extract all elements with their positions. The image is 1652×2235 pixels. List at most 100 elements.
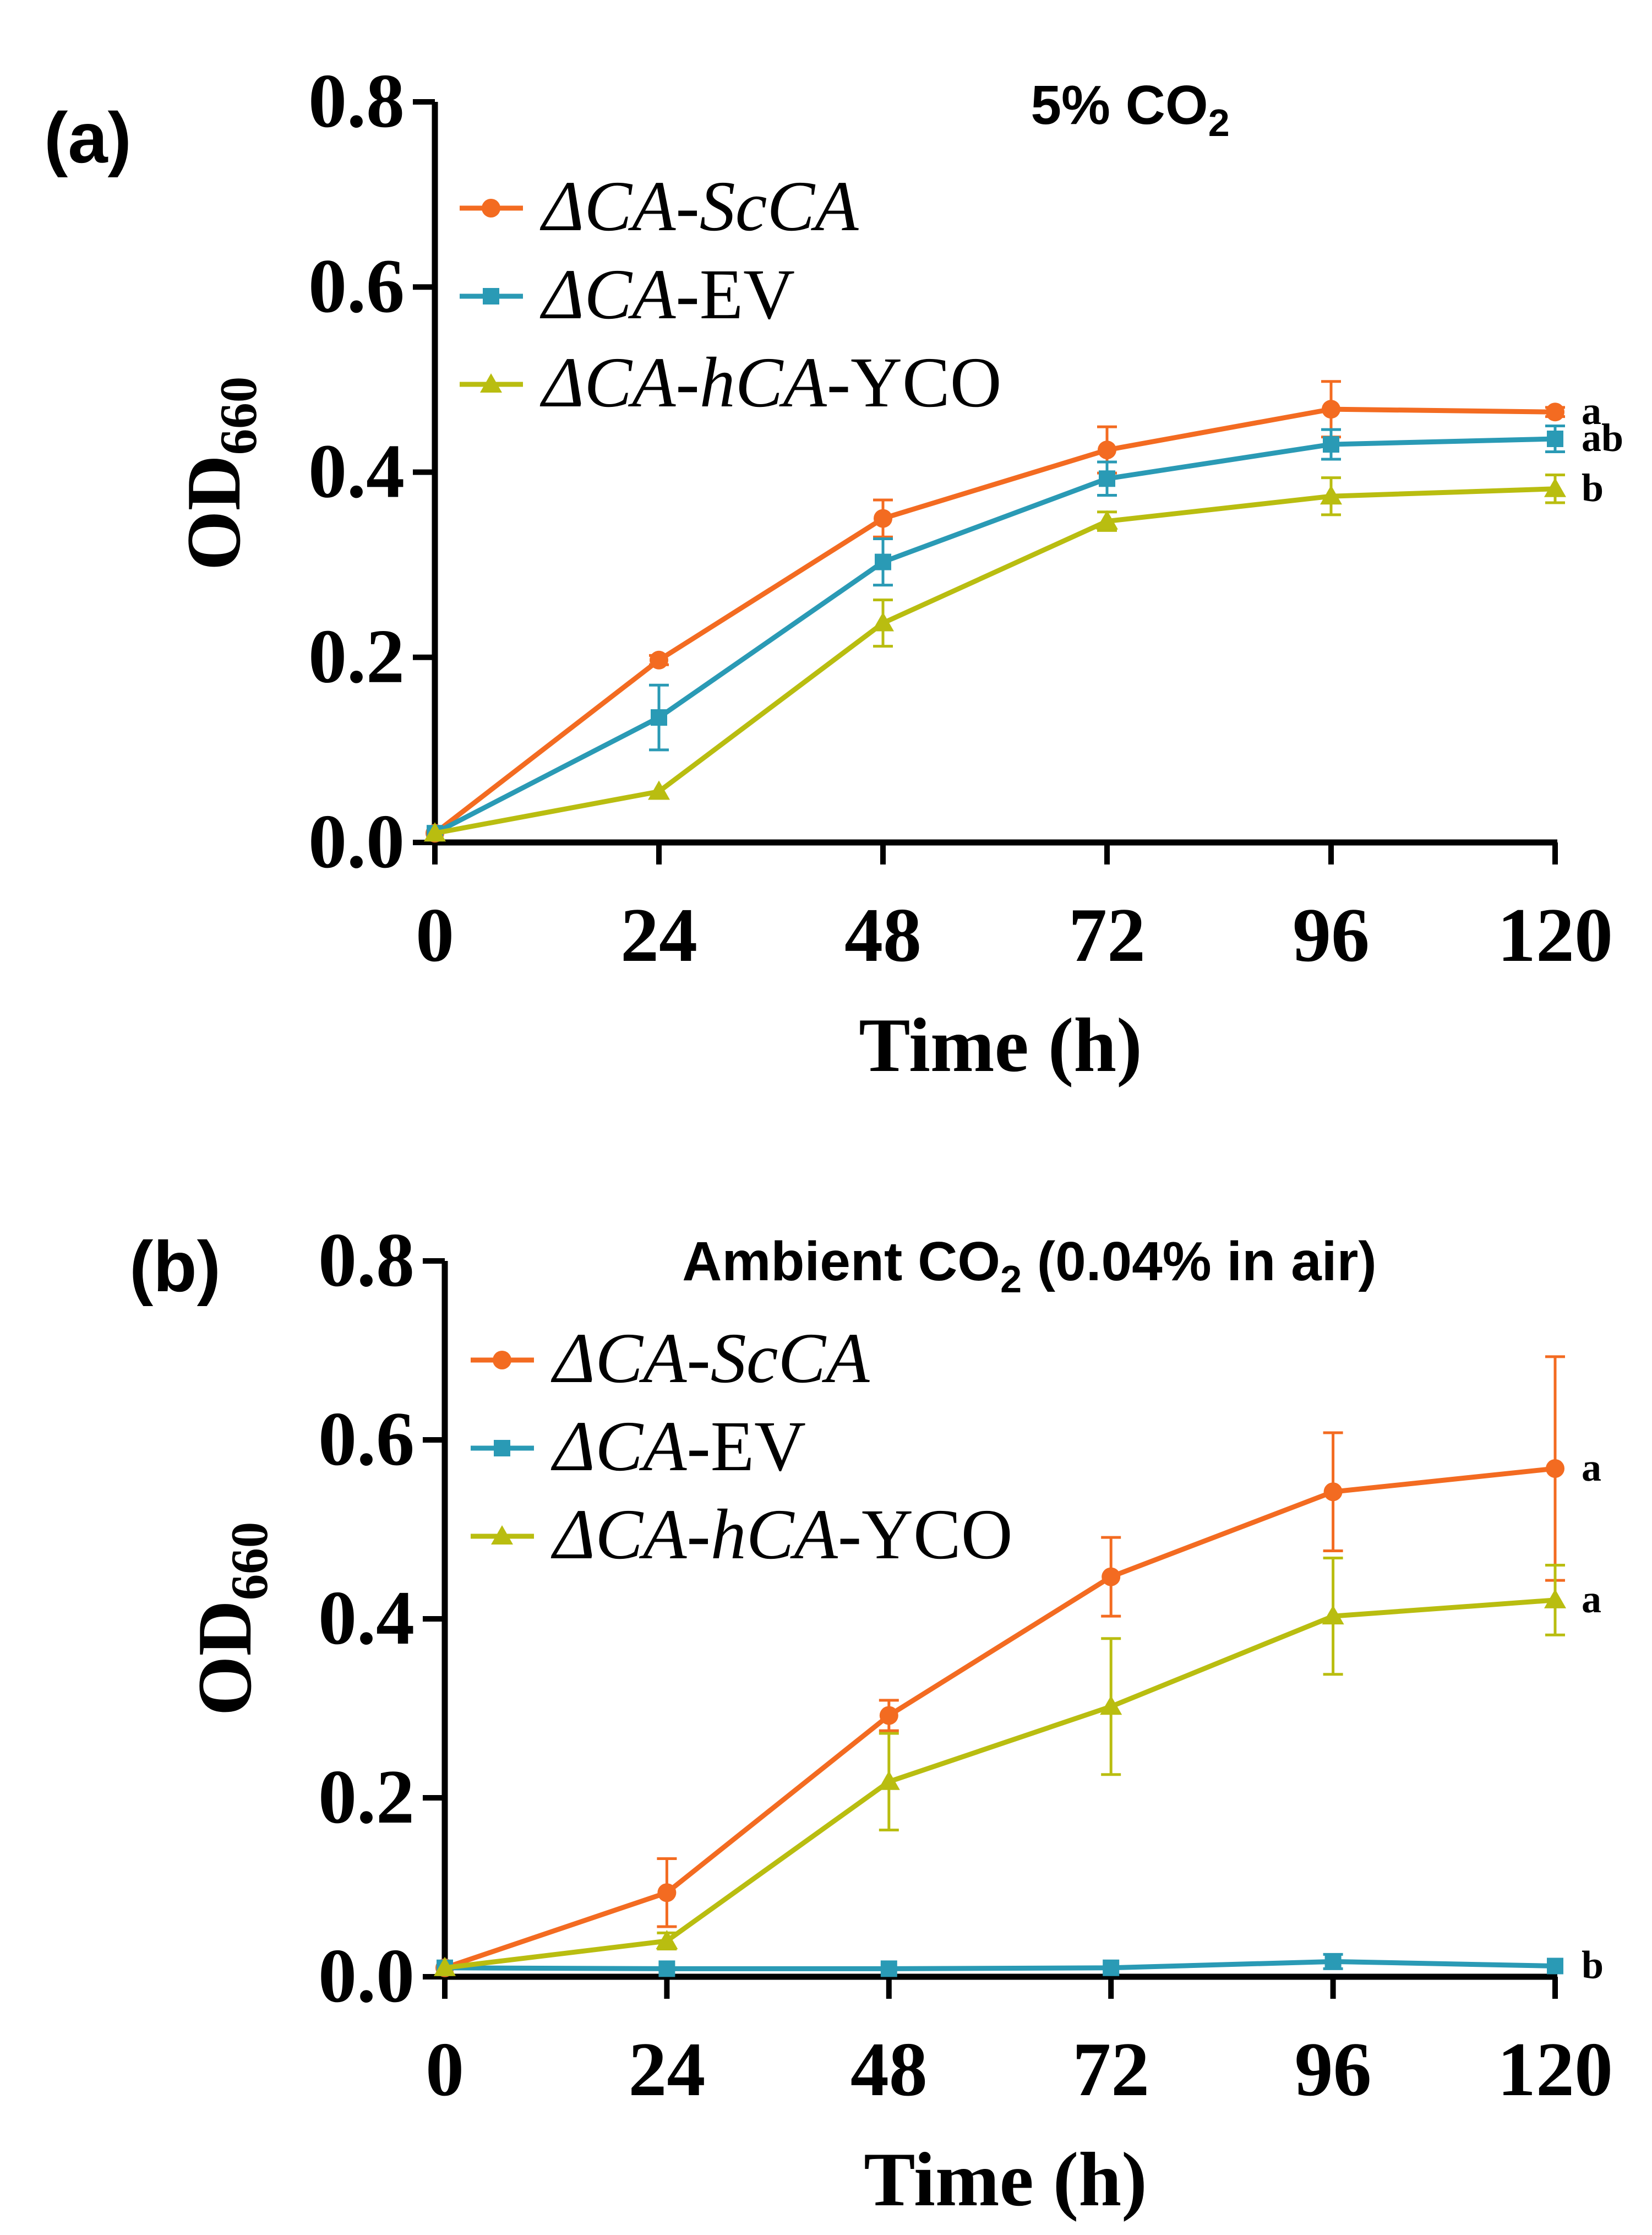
x-tick-label: 120 bbox=[1497, 893, 1613, 978]
series-line bbox=[444, 1597, 1556, 1971]
data-point-circle bbox=[1098, 441, 1116, 460]
x-tick-label: 0 bbox=[426, 2027, 464, 2112]
x-axis-label: Time (h) bbox=[859, 1003, 1142, 1088]
significance-letter: a bbox=[1582, 389, 1601, 433]
panel-label: (b) bbox=[129, 1226, 221, 1307]
chart-title-tail: (0.04% in air) bbox=[1022, 1231, 1377, 1292]
panel-a: (a) 5% CO2 0.0 0.2 0.4 0.6 0.8 0 24 48 72 96 120 Time… bbox=[44, 58, 1623, 1088]
y-axis-label: OD660 bbox=[182, 1522, 279, 1716]
legend-label-italic: ΔCA-hCA bbox=[550, 1495, 838, 1574]
data-point-square bbox=[1324, 1953, 1342, 1970]
data-point-triangle bbox=[1096, 510, 1118, 530]
legend-label-italic: ΔCA bbox=[550, 1407, 687, 1486]
chart-title: 5% CO2 bbox=[1031, 74, 1229, 144]
data-point-circle bbox=[879, 1706, 898, 1725]
data-point-square bbox=[1323, 436, 1339, 453]
y-tick-label: 0.0 bbox=[308, 799, 405, 884]
x-tick-label: 48 bbox=[844, 893, 922, 978]
data-point-triangle bbox=[1544, 1589, 1566, 1608]
series-line bbox=[444, 1466, 1556, 1971]
legend-label-italic: ΔCA-ScCA bbox=[550, 1319, 870, 1398]
x-tick-label: 120 bbox=[1497, 2027, 1613, 2112]
legend-ev: ΔCA-EV bbox=[471, 1407, 806, 1486]
y-axis-label-subscript: 660 bbox=[209, 377, 268, 455]
significance-letter: b bbox=[1582, 466, 1604, 510]
series-line bbox=[433, 436, 1556, 836]
data-point-square bbox=[875, 553, 891, 570]
panel-label: (a) bbox=[44, 97, 132, 178]
legend-label-roman: -EV bbox=[686, 1407, 806, 1486]
chart-title-text: 5% CO bbox=[1031, 74, 1208, 136]
series-scca bbox=[435, 1355, 1565, 1977]
data-point-circle bbox=[1323, 1482, 1343, 1502]
legend-label: ΔCA-hCA-YCO bbox=[539, 343, 1002, 422]
data-point-square bbox=[1547, 1957, 1563, 1975]
legend-label-roman: -YCO bbox=[827, 343, 1002, 422]
x-tick-label: 48 bbox=[850, 2027, 928, 2112]
data-point-circle bbox=[1102, 1567, 1121, 1586]
legend-label-italic: ΔCA-ScCA bbox=[539, 167, 859, 246]
data-point-square bbox=[651, 709, 667, 726]
x-tick-label: 24 bbox=[620, 893, 697, 978]
data-point-square bbox=[1103, 1959, 1120, 1976]
series-line bbox=[434, 486, 1556, 836]
y-tick-label: 0.6 bbox=[318, 1396, 415, 1482]
y-axis-label-text: OD bbox=[182, 1600, 268, 1716]
series-ev bbox=[437, 1953, 1563, 1977]
data-point-triangle bbox=[491, 1525, 513, 1545]
x-tick-label: 72 bbox=[1072, 2027, 1149, 2112]
data-point-triangle bbox=[1100, 1695, 1122, 1715]
y-tick-label: 0.4 bbox=[318, 1575, 415, 1661]
x-tick-label: 96 bbox=[1295, 2027, 1372, 2112]
x-axis-label: Time (h) bbox=[864, 2137, 1147, 2222]
x-tick-label: 24 bbox=[628, 2027, 705, 2112]
significance-letter: b bbox=[1582, 1943, 1604, 1987]
significance-letter: a bbox=[1582, 1577, 1601, 1621]
series-hca bbox=[434, 1557, 1566, 1976]
data-point-square bbox=[658, 1960, 675, 1977]
data-point-triangle bbox=[656, 1930, 678, 1949]
y-tick-label: 0.2 bbox=[308, 614, 405, 699]
series-line bbox=[444, 1959, 1556, 1971]
y-tick-label: 0.4 bbox=[308, 429, 405, 514]
panel-b: (b) Ambient CO2 (0.04% in air) 0.0 0.2 0.4 0.… bbox=[129, 1217, 1613, 2222]
data-point-triangle bbox=[424, 822, 446, 842]
chart-title-subscript: 2 bbox=[1208, 101, 1230, 144]
legend-scca: ΔCA-ScCA bbox=[460, 167, 859, 246]
data-point-triangle bbox=[648, 780, 670, 800]
y-tick-label: 0.8 bbox=[308, 58, 405, 144]
x-tick-label: 0 bbox=[416, 893, 454, 978]
data-point-triangle bbox=[1322, 1605, 1344, 1625]
y-axis-label-subscript: 660 bbox=[220, 1522, 279, 1601]
legend-hca: ΔCA-hCA-YCO bbox=[460, 343, 1002, 422]
data-point-square bbox=[494, 1440, 510, 1456]
x-tick-label: 96 bbox=[1293, 893, 1370, 978]
legend-ev: ΔCA-EV bbox=[460, 255, 795, 334]
y-tick-label: 0.6 bbox=[308, 243, 405, 329]
data-point-square bbox=[1547, 430, 1563, 447]
legend-label-italic: ΔCA bbox=[539, 255, 676, 334]
data-point-triangle bbox=[1544, 477, 1566, 497]
data-point-circle bbox=[1546, 1459, 1564, 1478]
data-point-square bbox=[483, 288, 499, 304]
data-point-circle bbox=[493, 1351, 511, 1369]
data-point-circle bbox=[1546, 403, 1564, 422]
y-tick-label: 0.0 bbox=[318, 1933, 415, 2019]
legend-label-roman: -YCO bbox=[838, 1495, 1013, 1574]
data-point-triangle bbox=[434, 1956, 456, 1976]
legend-label-roman: -EV bbox=[675, 255, 795, 334]
significance-letter: a bbox=[1582, 1445, 1601, 1489]
legend-label: ΔCA-ScCA bbox=[539, 167, 859, 246]
x-tick-label: 72 bbox=[1068, 893, 1146, 978]
data-point-triangle bbox=[872, 612, 894, 632]
data-point-circle bbox=[650, 650, 668, 670]
legend-label: ΔCA-EV bbox=[539, 255, 795, 334]
legend-hca: ΔCA-hCA-YCO bbox=[471, 1495, 1013, 1574]
chart-title-text: Ambient CO bbox=[682, 1231, 1000, 1292]
legend-label: ΔCA-ScCA bbox=[550, 1319, 870, 1398]
data-point-circle bbox=[1322, 400, 1340, 419]
legend-label-italic: ΔCA-hCA bbox=[539, 343, 827, 422]
data-point-square bbox=[880, 1960, 897, 1977]
